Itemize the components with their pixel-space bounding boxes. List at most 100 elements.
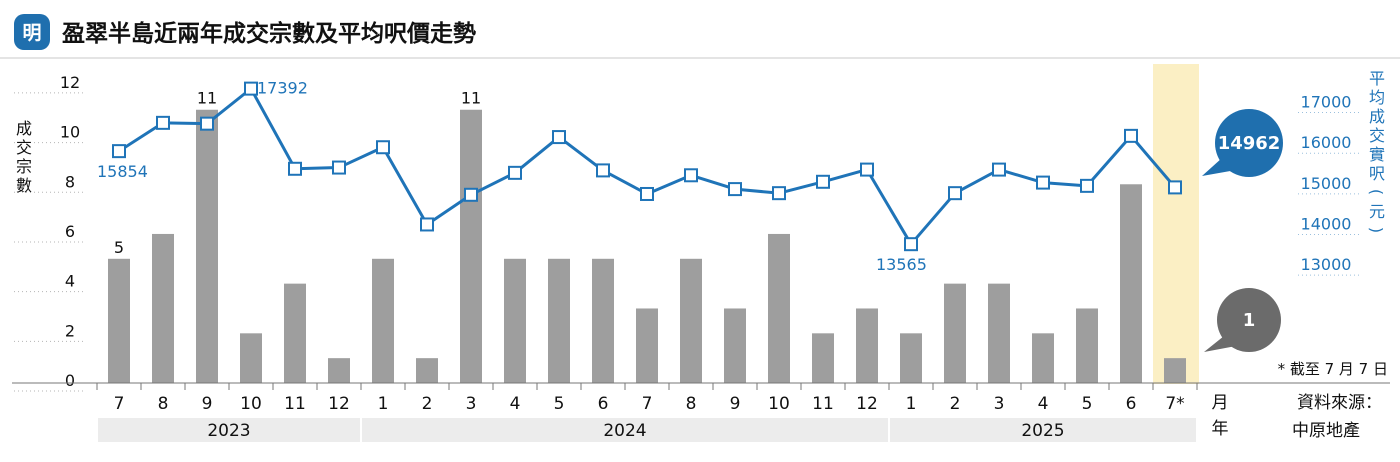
bar-month-11 <box>592 258 614 383</box>
month-label: 10 <box>240 394 262 414</box>
bar-value-label: 11 <box>197 89 217 108</box>
month-label: 12 <box>856 394 878 414</box>
price-point-6 <box>376 140 390 155</box>
month-label: 8 <box>158 394 169 414</box>
price-point-16 <box>816 174 830 189</box>
right-tick-label: 17000 <box>1301 93 1352 112</box>
price-point-13 <box>684 168 698 183</box>
price-point-9 <box>508 165 522 180</box>
price-point-24 <box>1168 180 1182 195</box>
price-point-23 <box>1124 128 1138 143</box>
price-point-4 <box>288 161 302 176</box>
bar-month-21 <box>1032 333 1054 383</box>
bar-month-6 <box>372 258 394 383</box>
right-tick-label: 14000 <box>1301 215 1352 234</box>
bar-month-14 <box>724 308 746 383</box>
left-tick-label: 2 <box>65 321 75 340</box>
right-axis-label-char: 實 <box>1369 145 1385 164</box>
year-band <box>362 418 888 442</box>
highlight-band <box>1153 64 1199 384</box>
price-point-5 <box>332 160 346 175</box>
price-point-15 <box>772 186 786 201</box>
bar-value-label: 5 <box>114 238 124 257</box>
count-callout-bubble <box>1217 288 1281 352</box>
right-axis-label-char: 成 <box>1369 107 1385 126</box>
left-tick-label: 10 <box>60 123 80 142</box>
month-label: 8 <box>686 394 697 414</box>
month-label: 11 <box>812 394 834 414</box>
bar-month-3 <box>240 333 262 383</box>
month-label: 4 <box>510 394 521 414</box>
bar-month-22 <box>1076 308 1098 383</box>
callout-layer: 14962 1 <box>1202 109 1283 352</box>
right-axis-label-char: 元 <box>1369 202 1385 221</box>
bar-month-4 <box>284 283 306 383</box>
chart-title: 盈翠半島近兩年成交宗數及平均呎價走勢 <box>61 20 476 47</box>
logo-badge <box>14 14 50 50</box>
footnote: * 截至 7 月 7 日 <box>1278 360 1388 378</box>
bar-month-10 <box>548 258 570 383</box>
source-label: 資料來源： <box>1297 393 1382 413</box>
bar-month-12 <box>636 308 658 383</box>
grid-layer <box>14 92 1360 392</box>
month-label: 5 <box>1082 394 1093 414</box>
price-point-10 <box>552 130 566 145</box>
right-axis-label-char: 交 <box>1369 126 1385 145</box>
price-point-22 <box>1080 178 1094 193</box>
bar-month-20 <box>988 283 1010 383</box>
price-point-21 <box>1036 175 1050 190</box>
right-axis-label-char-group: 實 <box>1369 145 1385 164</box>
month-label: 12 <box>328 394 350 414</box>
left-axis-label-char: 交 <box>16 138 32 157</box>
month-label: 7* <box>1165 394 1184 414</box>
month-label: 10 <box>768 394 790 414</box>
left-tick-label: 0 <box>65 371 75 390</box>
month-label: 9 <box>730 394 741 414</box>
count-callout-pointer <box>1204 336 1236 352</box>
price-callout-pointer <box>1202 158 1236 176</box>
right-axis-label-char-group: 成 <box>1369 107 1385 126</box>
right-axis-label-char: 呎 <box>1369 164 1385 183</box>
right-axis-label-char: 平 <box>1369 69 1385 88</box>
bar-month-1 <box>152 233 174 383</box>
count-callout-text: 1 <box>1243 310 1256 331</box>
month-label: 3 <box>994 394 1005 414</box>
right-axis-label-char-group: 均 <box>1369 88 1385 107</box>
bar-month-23 <box>1120 184 1142 383</box>
month-label: 6 <box>598 394 609 414</box>
price-point-20 <box>992 162 1006 177</box>
bar-month-24 <box>1164 358 1186 383</box>
year-band <box>890 418 1196 442</box>
highlight-layer <box>1153 64 1199 384</box>
price-value-label: 15854 <box>97 162 148 181</box>
price-line <box>118 87 1177 246</box>
month-label: 1 <box>906 394 917 414</box>
price-point-11 <box>596 163 610 178</box>
bar-month-17 <box>856 308 878 383</box>
left-axis-label-char: 宗 <box>16 157 32 176</box>
line-layer <box>112 81 1182 252</box>
bar-month-7 <box>416 358 438 383</box>
right-axis-label-char-group: 元 <box>1369 202 1385 221</box>
logo-text: 明 <box>22 22 41 44</box>
month-label: 5 <box>554 394 565 414</box>
month-label: 9 <box>202 394 213 414</box>
bar-month-5 <box>328 358 350 383</box>
bar-month-8 <box>460 109 482 383</box>
label-layer: 5 11 11 15854 17392 13565 <box>97 79 927 275</box>
bar-month-18 <box>900 333 922 383</box>
price-point-17 <box>860 162 874 177</box>
price-value-label: 13565 <box>876 255 927 274</box>
month-label: 2 <box>950 394 961 414</box>
right-axis-label-char: 均 <box>1369 88 1385 107</box>
price-point-0 <box>112 144 126 159</box>
price-point-1 <box>156 115 170 130</box>
price-point-14 <box>728 182 742 197</box>
bar-month-16 <box>812 333 834 383</box>
price-point-18 <box>904 237 918 252</box>
right-axis-label-char-group: 呎 <box>1369 164 1385 183</box>
year-band <box>98 418 360 442</box>
bar-value-label: 11 <box>461 89 481 108</box>
right-axis-label-char: ( <box>1367 189 1386 195</box>
